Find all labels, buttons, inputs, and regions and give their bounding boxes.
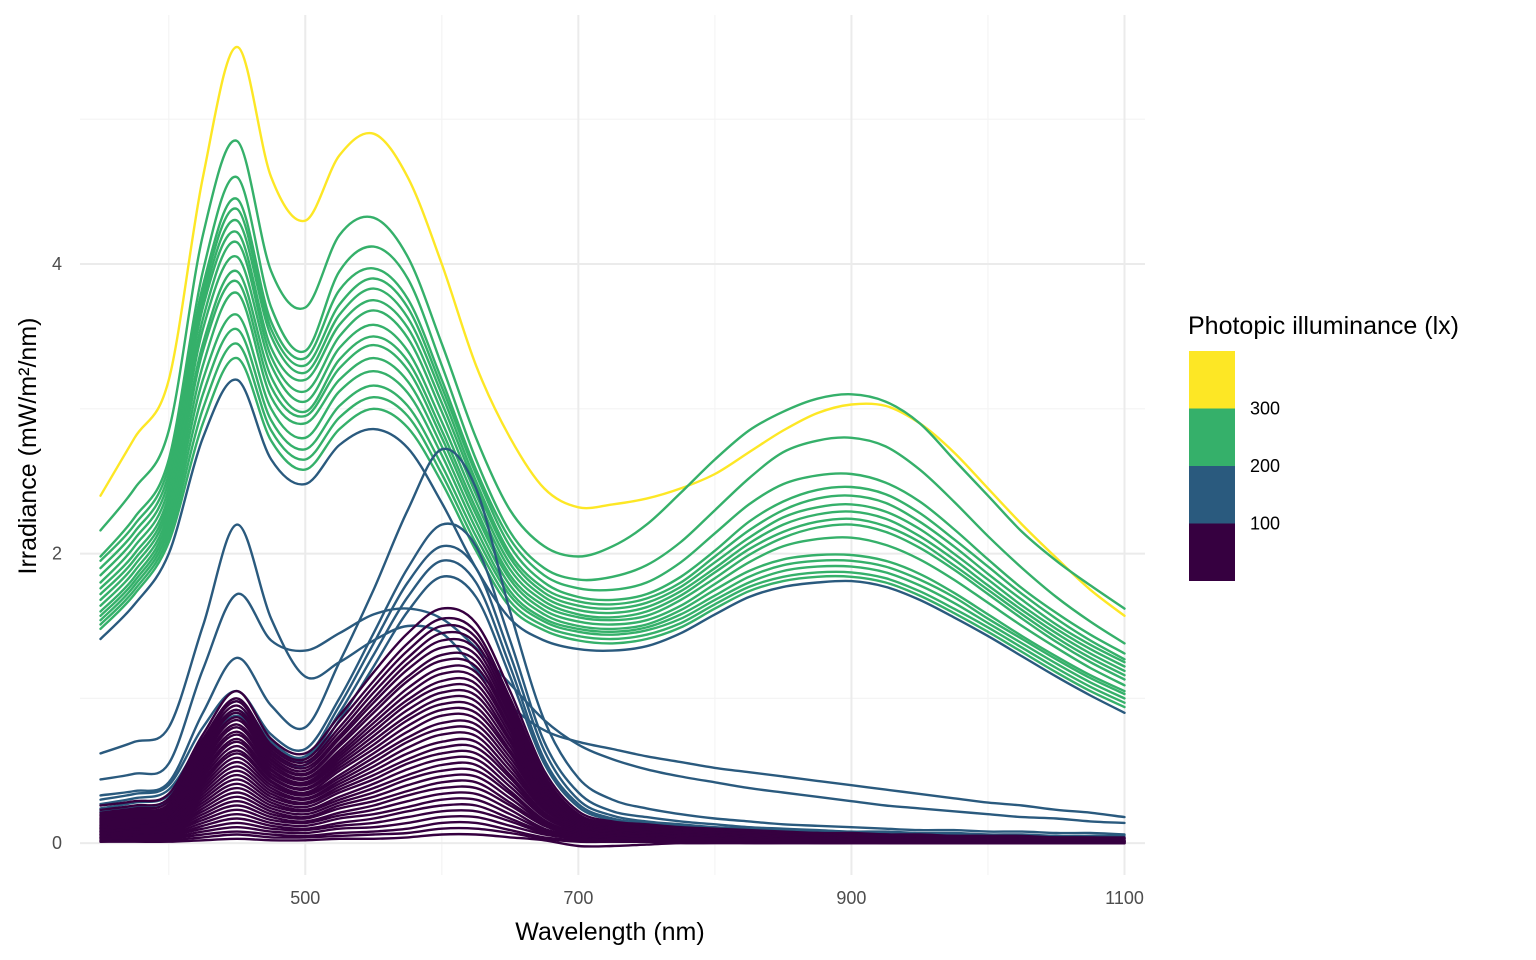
legend-label-2: 100 <box>1250 514 1280 534</box>
spectrum-line-11 <box>99 291 1126 693</box>
x-tick-label-2: 900 <box>836 888 866 908</box>
spectrum-line-45 <box>99 743 1126 843</box>
legend-bin-3 <box>1189 523 1235 581</box>
spectrum-line-4 <box>99 207 1126 661</box>
spectrum-line-8 <box>99 255 1126 677</box>
spectrum-line-20 <box>99 522 1126 838</box>
spectrum-line-3 <box>99 197 1126 655</box>
x-tick-label-3: 1100 <box>1105 888 1144 908</box>
spectrum-line-17 <box>99 523 1126 819</box>
spectrum-line-0 <box>99 45 1126 617</box>
legend-colorbar <box>1189 351 1235 581</box>
spectrum-line-5 <box>99 218 1126 664</box>
x-tick-label-0: 500 <box>290 888 320 908</box>
legend-labels: 300 200 100 <box>1250 399 1280 534</box>
spectrum-line-7 <box>99 240 1126 673</box>
spectrum-line-9 <box>99 269 1126 681</box>
legend-title: Photopic illuminance (lx) <box>1188 312 1459 340</box>
spectrum-line-26 <box>99 623 1126 841</box>
spectrum-line-15 <box>99 356 1126 709</box>
y-tick-labels: 0 2 4 <box>52 254 62 853</box>
spectrum-line-18 <box>99 592 1126 825</box>
spectrum-line-12 <box>99 313 1126 696</box>
legend-bin-0 <box>1189 351 1235 409</box>
legend-bin-2 <box>1189 466 1235 524</box>
legend: Photopic illuminance (lx) 300 200 100 <box>1188 312 1459 581</box>
legend-label-0: 300 <box>1250 399 1280 419</box>
spectrum-line-6 <box>99 230 1126 668</box>
legend-label-1: 200 <box>1250 456 1280 476</box>
spectrum-line-21 <box>99 544 1126 839</box>
series-layer <box>99 45 1126 848</box>
x-tick-labels: 500 700 900 1100 <box>290 888 1144 908</box>
spectrum-line-16 <box>99 378 1126 714</box>
spectrum-line-19 <box>99 447 1126 836</box>
legend-bin-1 <box>1189 408 1235 466</box>
spectrum-line-60 <box>99 832 1126 848</box>
x-axis-title: Wavelength (nm) <box>515 918 704 946</box>
grid <box>80 15 1145 875</box>
y-axis-title: Irradiance (mW/m²/nm) <box>14 318 42 575</box>
spectrum-line-1 <box>99 139 1126 610</box>
spectrum-line-10 <box>99 279 1126 687</box>
spectrum-line-13 <box>99 327 1126 700</box>
x-tick-label-1: 700 <box>563 888 593 908</box>
spectrum-line-14 <box>99 342 1126 704</box>
y-tick-label-1: 2 <box>52 544 62 564</box>
y-tick-label-2: 4 <box>52 254 62 274</box>
spectrum-line-2 <box>99 175 1126 645</box>
y-tick-label-0: 0 <box>52 833 62 853</box>
